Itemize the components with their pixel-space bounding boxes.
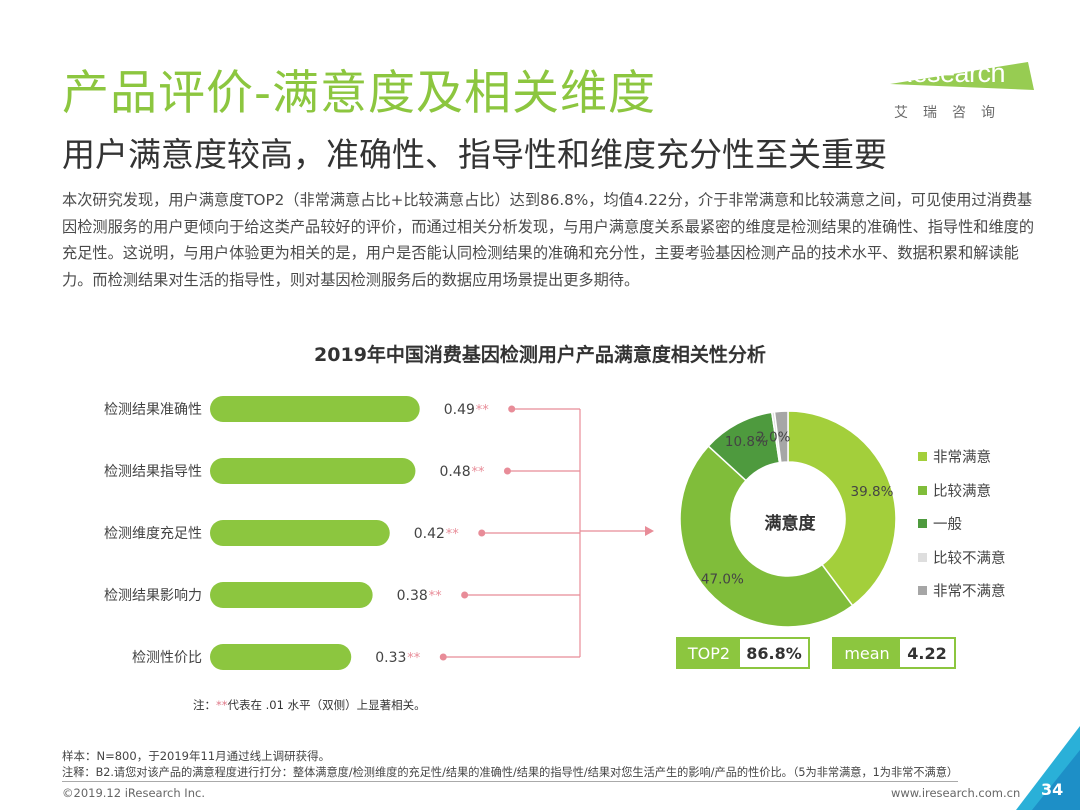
bar-1 [210, 396, 420, 422]
legend-swatch [918, 452, 927, 462]
bar-significance-mark: ** [429, 589, 443, 604]
note-star: ** [216, 698, 228, 712]
bar-5 [210, 644, 352, 670]
legend-swatch [918, 552, 927, 562]
legend-swatch [918, 485, 927, 495]
bar-value-label: 0.48 [439, 464, 470, 480]
bar-category-label: 检测维度充足性 [104, 526, 202, 542]
annotation-note: 注释：B2.请您对该产品的满意程度进行打分：整体满意度/检测维度的充足性/结果的… [62, 764, 959, 782]
page-title: 产品评价-满意度及相关维度 [62, 66, 656, 121]
mean-label: mean [834, 639, 900, 667]
top2-label: TOP2 [678, 639, 740, 667]
mean-stat: mean 4.22 [832, 637, 956, 669]
bar-category-label: 检测结果准确性 [104, 402, 202, 418]
donut-slice-5 [773, 410, 789, 464]
page-subtitle: 用户满意度较高，准确性、指导性和维度充分性至关重要 [62, 135, 887, 174]
bar-value-label: 0.42 [414, 526, 445, 542]
legend-item: 比较满意 [918, 474, 1006, 508]
donut-slice-label: 39.8% [851, 484, 894, 500]
bar-category-label: 检测结果指导性 [104, 464, 202, 480]
donut-slice-label: 10.8% [725, 434, 768, 450]
bar-significance-mark: ** [446, 527, 460, 542]
legend-label: 非常不满意 [933, 584, 1006, 601]
logo-text: iResearch [888, 58, 1006, 89]
legend-label: 一般 [933, 517, 962, 534]
mean-value: 4.22 [900, 639, 954, 667]
legend-swatch [918, 586, 927, 596]
bar-value-label: 0.33 [375, 650, 406, 666]
legend-swatch [918, 519, 927, 529]
logo-subtitle: 艾瑞咨询 [894, 105, 1010, 121]
bar-significance-mark: ** [471, 465, 485, 480]
bar-significance-mark: ** [407, 651, 421, 666]
chart-title: 2019年中国消费基因检测用户产品满意度相关性分析 [314, 344, 766, 366]
iresearch-logo: iResearch 艾瑞咨询 [888, 58, 1038, 130]
copyright: ©2019.12 iResearch Inc. [62, 786, 205, 800]
legend-item: 非常满意 [918, 440, 1006, 474]
legend-label: 非常满意 [933, 450, 991, 467]
legend-item: 比较不满意 [918, 541, 1006, 575]
bar-3 [210, 520, 390, 546]
top2-stat: TOP2 86.8% [676, 637, 810, 669]
website: www.iresearch.com.cn [891, 786, 1021, 800]
donut-slice-label: 2.0% [756, 429, 790, 445]
legend-label: 比较不满意 [933, 550, 1006, 567]
sample-note: 样本：N=800，于2019年11月通过线上调研获得。 [62, 749, 331, 763]
bar-significance-mark: ** [476, 403, 490, 418]
intro-paragraph: 本次研究发现，用户满意度TOP2（非常满意占比+比较满意占比）达到86.8%，均… [62, 191, 1034, 289]
legend-item: 一般 [918, 507, 1006, 541]
note-text: 代表在 .01 水平（双侧）上显著相关。 [227, 698, 426, 712]
connector-arrowhead [645, 526, 654, 536]
corner-decoration-icon [1016, 726, 1080, 810]
donut-center-label: 满意度 [764, 514, 816, 534]
donut-legend: 非常满意比较满意一般比较不满意非常不满意 [918, 440, 1006, 608]
bar-category-label: 检测结果影响力 [104, 588, 202, 604]
donut-slice-2 [679, 445, 854, 628]
legend-label: 比较满意 [933, 483, 991, 500]
legend-item: 非常不满意 [918, 574, 1006, 608]
bar-value-label: 0.49 [444, 402, 475, 418]
bar-category-label: 检测性价比 [132, 650, 202, 666]
note-prefix: 注： [193, 698, 216, 712]
page-number: 34 [1041, 780, 1064, 799]
logo-swoosh-icon [890, 62, 1034, 90]
logo-research: Research [893, 58, 1006, 88]
significance-note: 注：**代表在 .01 水平（双侧）上显著相关。 [193, 697, 426, 713]
logo-i: i [888, 58, 894, 88]
bar-4 [210, 582, 373, 608]
bar-value-label: 0.38 [397, 588, 428, 604]
donut-slice-1 [787, 410, 897, 607]
top2-value: 86.8% [740, 639, 808, 667]
connector-dot [508, 405, 516, 413]
bar-2 [210, 458, 416, 484]
donut-slice-label: 47.0% [701, 571, 744, 587]
